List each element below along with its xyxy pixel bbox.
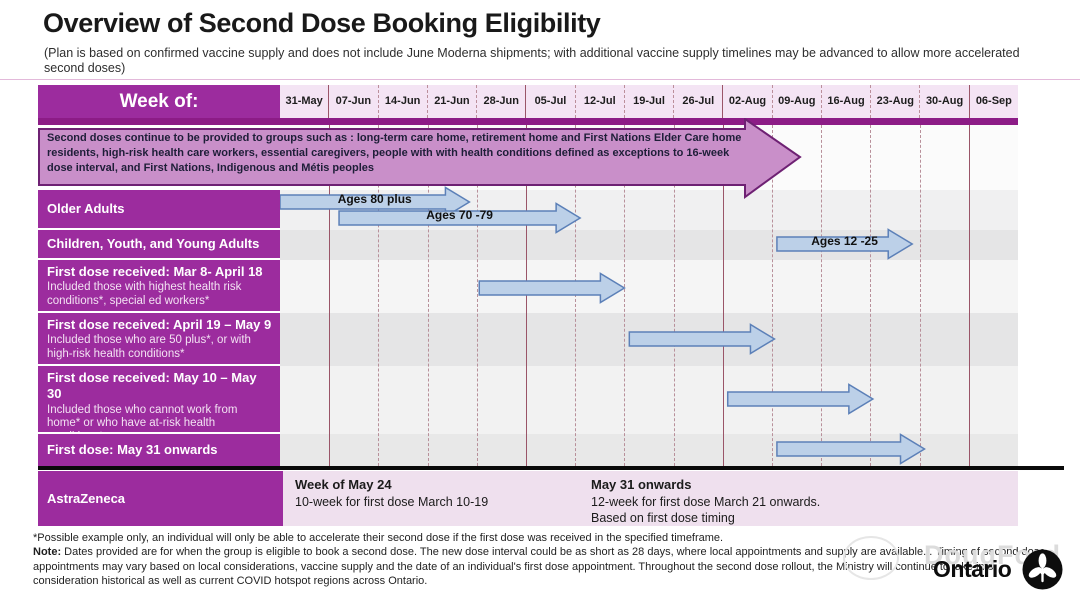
row-labels: Older Adults Children, Youth, and Young A… [38, 125, 280, 466]
gridline-14 [968, 125, 970, 466]
annotation-arrow-shape [38, 118, 802, 199]
week-column-12-Jul: 12-Jul [574, 85, 624, 118]
trillium-logo-icon [1022, 549, 1063, 590]
row-label-first-dose-may31: First dose: May 31 onwards [38, 434, 280, 466]
week-column-31-May: 31-May [285, 95, 323, 107]
week-column-26-Jul: 26-Jul [673, 85, 722, 118]
footnotes: *Possible example only, an individual wi… [33, 531, 1047, 588]
row-label-first-dose-may10-may30: First dose received: May 10 – May 30 Incl… [38, 366, 280, 434]
timeline-table: Week of: 31-May 07-Jun 14-Jun 21-Jun 28-Jun 0… [38, 85, 1018, 466]
gridline-3 [427, 125, 429, 466]
footnote-note-text: Dates provided are for when the group is… [33, 546, 1046, 587]
week-column-30-Aug: 30-Aug [919, 85, 968, 118]
row-title: Children, Youth, and Young Adults [47, 235, 260, 251]
row-title: First dose received: May 10 – May 30 [47, 370, 257, 402]
page-title: Overview of Second Dose Booking Eligibil… [43, 8, 601, 38]
week-column-05-Jul: 05-Jul [525, 85, 574, 118]
separator-bar [38, 466, 1064, 470]
header-underline-band [38, 118, 1018, 125]
row-label-first-dose-mar8-apr18: First dose received: Mar 8- April 18 Incl… [38, 260, 280, 313]
week-column-09-Aug: 09-Aug [771, 85, 821, 118]
grid-band-first-dose-mar8-apr18 [280, 260, 1018, 313]
week-column-16-Aug: 16-Aug [820, 85, 870, 118]
astrazeneca-col-may24: Week of May 24 10-week for first dose Ma… [295, 477, 488, 510]
page-subtitle: (Plan is based on confirmed vaccine supp… [44, 46, 1020, 75]
az-col2-title: May 31 onwards [591, 477, 692, 492]
footnote-note: Note: Dates provided are for when the gr… [33, 545, 1047, 588]
az-col1-text: 10-week for first dose March 10-19 [295, 494, 489, 509]
astrazeneca-col-may31: May 31 onwards 12-week for first dose Ma… [591, 477, 820, 526]
gridline-2 [378, 125, 380, 466]
ontario-wordmark: Ontario [933, 556, 1012, 582]
row-subtitle: Included those who cannot work from home… [47, 403, 238, 433]
annotation-arrow-text: Second doses continue to be provided to … [47, 132, 742, 174]
header-date-cells: 31-May 07-Jun 14-Jun 21-Jun 28-Jun 05-Jul 12-J… [280, 85, 1018, 118]
week-column-02-Aug: 02-Aug [722, 85, 771, 118]
week-of-label: Week of: [119, 90, 199, 112]
az-col2-line1: 12-week for first dose March 21 onwards. [591, 494, 821, 509]
astrazeneca-label: AstraZeneca [38, 471, 283, 526]
grid-band-first-dose-may10-may30 [280, 366, 1018, 434]
az-col1-title: Week of May 24 [295, 477, 392, 492]
gridline-12 [870, 125, 872, 466]
grid-band-children-youth [280, 230, 1018, 260]
week-column-28-Jun: 28-Jun [476, 85, 525, 118]
week-column-14-Jun: 14-Jun [377, 85, 427, 118]
annotation-arrow [38, 118, 802, 199]
row-title: First dose received: April 19 – May 9 [47, 317, 272, 332]
week-column-07-Jun: 07-Jun [328, 85, 377, 118]
astrazeneca-row: AstraZeneca Week of May 24 10-week for f… [38, 471, 1018, 526]
divider-line [0, 79, 1080, 80]
gridline-10 [772, 125, 773, 466]
astrazeneca-content: Week of May 24 10-week for first dose Ma… [283, 471, 1018, 526]
week-column-19-Jul: 19-Jul [623, 85, 673, 118]
row-title: First dose: May 31 onwards [47, 441, 218, 457]
grid-band-first-dose-apr19-may9 [280, 313, 1018, 366]
row-subtitle: Included those who are 50 plus*, or with… [47, 334, 251, 360]
gridline-11 [821, 125, 823, 466]
row-label-annotation-band [38, 125, 280, 190]
gridline-1 [329, 125, 331, 466]
week-column-06-Sep: 06-Sep [968, 85, 1018, 118]
week-column-23-Aug: 23-Aug [870, 85, 919, 118]
row-title: First dose received: Mar 8- April 18 [47, 264, 263, 279]
week-of-header: Week of: [38, 85, 280, 118]
grid-band-first-dose-may31 [280, 434, 1018, 466]
sticker-watermark [843, 536, 899, 580]
gridline-4 [476, 125, 478, 466]
row-subtitle: Included those with highest health risk … [47, 281, 242, 307]
footnote-note-label: Note: [33, 546, 62, 559]
row-label-children-youth: Children, Youth, and Young Adults [38, 230, 280, 260]
gridline-13 [919, 125, 921, 466]
row-label-first-dose-apr19-may9: First dose received: April 19 – May 9 Inc… [38, 313, 280, 366]
row-label-older-adults: Older Adults [38, 190, 280, 230]
gridline-9 [722, 125, 724, 466]
footnote-asterisk: *Possible example only, an individual wi… [33, 532, 724, 544]
row-title: Older Adults [47, 200, 125, 216]
az-col2-line2: Based on first dose timing [591, 511, 735, 526]
week-column-21-Jun: 21-Jun [426, 85, 476, 118]
gridline-8 [673, 125, 675, 466]
